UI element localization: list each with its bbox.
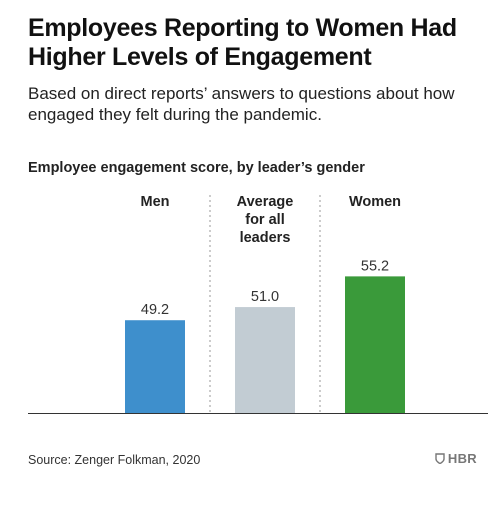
brand-text: HBR [447, 451, 477, 466]
data-label: 55.2 [361, 258, 389, 274]
chart-subtitle: Based on direct reports’ answers to ques… [28, 84, 455, 124]
category-label: Men [141, 194, 170, 210]
chart-title: Employees Reporting to Women Had Higher … [28, 14, 457, 71]
bar [345, 276, 405, 413]
category-label: Average for all leaders [237, 194, 294, 246]
bar [235, 307, 295, 413]
source-note: Source: Zenger Folkman, 2020 [28, 453, 201, 467]
bar [125, 320, 185, 413]
data-label: 51.0 [251, 289, 279, 305]
brand-logo: HBR [435, 451, 477, 466]
chart-caption: Employee engagement score, by leader’s g… [28, 160, 365, 176]
shield-icon [435, 453, 445, 464]
category-label: Women [349, 194, 401, 210]
data-label: 49.2 [141, 302, 169, 318]
